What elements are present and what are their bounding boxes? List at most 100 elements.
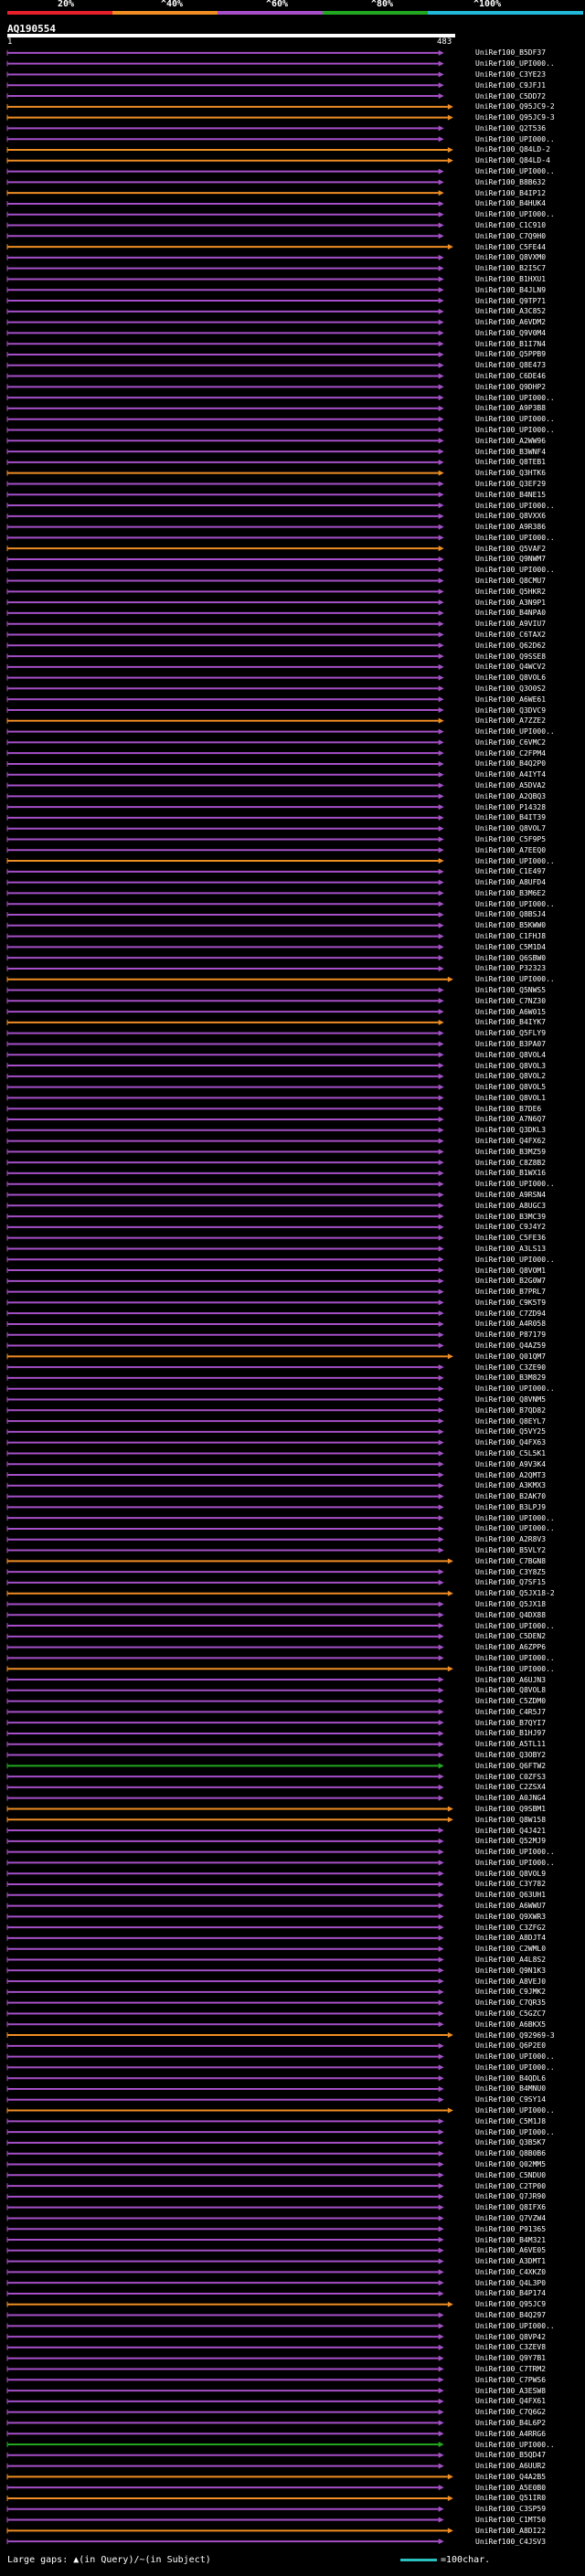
- hit-label[interactable]: UniRef100_Q8VOL8: [475, 1686, 547, 1695]
- hit-label[interactable]: UniRef100_Q63UH1: [475, 1891, 547, 1900]
- hit-label[interactable]: UniRef100_Q6FTW2: [475, 1761, 547, 1770]
- hit-label[interactable]: UniRef100_C3ZE90: [475, 1362, 547, 1372]
- hit-label[interactable]: UniRef100_C5GZC7: [475, 2009, 547, 2018]
- hit-label[interactable]: UniRef100_A6WE61: [475, 694, 547, 704]
- hit-label[interactable]: UniRef100_C9J4Y2: [475, 1223, 547, 1232]
- hit-label[interactable]: UniRef100_C7NZ30: [475, 996, 547, 1005]
- hit-label[interactable]: UniRef100_Q9Y7B1: [475, 2354, 547, 2363]
- hit-label[interactable]: UniRef100_B1HXU1: [475, 274, 547, 283]
- hit-label[interactable]: UniRef100_A5E0B0: [475, 2483, 547, 2492]
- hit-label[interactable]: UniRef100_Q5HKR2: [475, 587, 547, 596]
- hit-label[interactable]: UniRef100_A4RRG6: [475, 2429, 547, 2438]
- hit-label[interactable]: UniRef100_UPI000..: [475, 2106, 555, 2115]
- hit-label[interactable]: UniRef100_Q8VOM1: [475, 1266, 547, 1275]
- hit-label[interactable]: UniRef100_B1HJ97: [475, 1729, 547, 1738]
- hit-label[interactable]: UniRef100_B4IYK7: [475, 1018, 547, 1027]
- hit-label[interactable]: UniRef100_C2TP00: [475, 2181, 547, 2190]
- hit-label[interactable]: UniRef100_A6W015: [475, 1007, 547, 1016]
- hit-label[interactable]: UniRef100_C6DE46: [475, 372, 547, 381]
- hit-label[interactable]: UniRef100_Q6SBW0: [475, 953, 547, 962]
- hit-label[interactable]: UniRef100_Q3DVC9: [475, 705, 547, 715]
- hit-label[interactable]: UniRef100_Q8W158: [475, 1815, 547, 1824]
- hit-label[interactable]: UniRef100_A9P3B8: [475, 404, 547, 413]
- hit-label[interactable]: UniRef100_Q62D62: [475, 641, 547, 650]
- hit-label[interactable]: UniRef100_B5QD47: [475, 2451, 547, 2460]
- hit-label[interactable]: UniRef100_C4JSV3: [475, 2537, 547, 2546]
- hit-label[interactable]: UniRef100_UPI000..: [475, 1513, 555, 1522]
- hit-label[interactable]: UniRef100_C7Q9H0: [475, 231, 547, 240]
- hit-label[interactable]: UniRef100_C5M1D4: [475, 942, 547, 951]
- hit-label[interactable]: UniRef100_C1E497: [475, 867, 547, 876]
- hit-label[interactable]: UniRef100_Q8VOL2: [475, 1072, 547, 1081]
- hit-label[interactable]: UniRef100_C5NDU0: [475, 2170, 547, 2179]
- hit-label[interactable]: UniRef100_A9VIU7: [475, 620, 547, 629]
- hit-label[interactable]: UniRef100_Q9SSE8: [475, 652, 547, 661]
- hit-label[interactable]: UniRef100_P91365: [475, 2224, 547, 2233]
- hit-label[interactable]: UniRef100_Q8BSJ4: [475, 910, 547, 919]
- hit-label[interactable]: UniRef100_B4Q297: [475, 2311, 547, 2320]
- hit-label[interactable]: UniRef100_B7QD82: [475, 1405, 547, 1415]
- hit-label[interactable]: UniRef100_A8DJT4: [475, 1934, 547, 1943]
- hit-label[interactable]: UniRef100_C5L5K1: [475, 1448, 547, 1458]
- hit-label[interactable]: UniRef100_Q7JR90: [475, 2192, 547, 2201]
- hit-label[interactable]: UniRef100_Q4FX61: [475, 2397, 547, 2406]
- hit-label[interactable]: UniRef100_C7BGN8: [475, 1556, 547, 1565]
- hit-label[interactable]: UniRef100_B4IT39: [475, 813, 547, 822]
- hit-label[interactable]: UniRef100_UPI000..: [475, 167, 555, 176]
- hit-label[interactable]: UniRef100_Q84LD-4: [475, 156, 550, 165]
- hit-label[interactable]: UniRef100_C1C910: [475, 221, 547, 229]
- hit-label[interactable]: UniRef100_Q5VAF2: [475, 544, 547, 553]
- hit-label[interactable]: UniRef100_Q95JC9-2: [475, 102, 555, 111]
- hit-label[interactable]: UniRef100_Q3B5K7: [475, 2138, 547, 2147]
- hit-label[interactable]: UniRef100_C7QR35: [475, 1998, 547, 2008]
- hit-label[interactable]: UniRef100_A7ZZE2: [475, 716, 547, 726]
- hit-label[interactable]: UniRef100_Q9SBM1: [475, 1804, 547, 1813]
- hit-label[interactable]: UniRef100_C4XKZ0: [475, 2267, 547, 2276]
- hit-label[interactable]: UniRef100_Q5PPB9: [475, 350, 547, 359]
- hit-label[interactable]: UniRef100_B7QYI7: [475, 1718, 547, 1727]
- hit-label[interactable]: UniRef100_UPI000..: [475, 1848, 555, 1857]
- hit-label[interactable]: UniRef100_B5KWW0: [475, 921, 547, 930]
- hit-label[interactable]: UniRef100_A4R058: [475, 1320, 547, 1329]
- hit-label[interactable]: UniRef100_A3C852: [475, 307, 547, 316]
- hit-label[interactable]: UniRef100_Q8VNM5: [475, 1394, 547, 1404]
- hit-label[interactable]: UniRef100_Q8VP42: [475, 2332, 547, 2341]
- hit-label[interactable]: UniRef100_UPI000..: [475, 1524, 555, 1533]
- hit-label[interactable]: UniRef100_B4NPA0: [475, 609, 547, 618]
- hit-label[interactable]: UniRef100_P14328: [475, 802, 547, 811]
- hit-label[interactable]: UniRef100_A3DMT1: [475, 2257, 547, 2266]
- hit-label[interactable]: UniRef100_UPI000..: [475, 2127, 555, 2136]
- hit-label[interactable]: UniRef100_B4IP12: [475, 188, 547, 197]
- hit-label[interactable]: UniRef100_UPI000..: [475, 2440, 555, 2449]
- hit-label[interactable]: UniRef100_Q8VOL4: [475, 1050, 547, 1059]
- hit-label[interactable]: UniRef100_Q8VOL7: [475, 824, 547, 833]
- hit-label[interactable]: UniRef100_UPI000..: [475, 393, 555, 402]
- hit-label[interactable]: UniRef100_Q4A2B5: [475, 2472, 547, 2481]
- hit-label[interactable]: UniRef100_Q4L3P0: [475, 2278, 547, 2287]
- hit-label[interactable]: UniRef100_A8VEJ0: [475, 1977, 547, 1986]
- hit-label[interactable]: UniRef100_UPI000..: [475, 415, 555, 424]
- hit-label[interactable]: UniRef100_UPI000..: [475, 1180, 555, 1189]
- hit-label[interactable]: UniRef100_C3Y8Z5: [475, 1567, 547, 1576]
- hit-label[interactable]: UniRef100_Q95JC9: [475, 2300, 547, 2309]
- hit-label[interactable]: UniRef100_Q4AZ59: [475, 1341, 547, 1351]
- hit-label[interactable]: UniRef100_UPI000..: [475, 1858, 555, 1867]
- hit-label[interactable]: UniRef100_A8DI22: [475, 2526, 547, 2535]
- hit-label[interactable]: UniRef100_A6UUR2: [475, 2462, 547, 2471]
- hit-label[interactable]: UniRef100_Q5NWS5: [475, 986, 547, 995]
- hit-label[interactable]: UniRef100_B3M6E2: [475, 888, 547, 897]
- hit-label[interactable]: UniRef100_UPI000..: [475, 501, 555, 510]
- hit-label[interactable]: UniRef100_A8UFD4: [475, 878, 547, 887]
- hit-label[interactable]: UniRef100_Q8E473: [475, 361, 547, 370]
- hit-label[interactable]: UniRef100_B2AK70: [475, 1492, 547, 1501]
- hit-label[interactable]: UniRef100_C1MT50: [475, 2516, 547, 2525]
- hit-label[interactable]: UniRef100_Q7VZW4: [475, 2213, 547, 2222]
- hit-label[interactable]: UniRef100_UPI000..: [475, 2321, 555, 2330]
- hit-label[interactable]: UniRef100_Q95JC9-3: [475, 113, 555, 122]
- hit-label[interactable]: UniRef100_C3SP59: [475, 2505, 547, 2514]
- hit-label[interactable]: UniRef100_P87179: [475, 1330, 547, 1340]
- hit-label[interactable]: UniRef100_Q3EF29: [475, 479, 547, 488]
- hit-label[interactable]: UniRef100_Q5JX18: [475, 1599, 547, 1608]
- hit-label[interactable]: UniRef100_Q92969-3: [475, 2030, 555, 2040]
- hit-label[interactable]: UniRef100_Q9V0M4: [475, 328, 547, 337]
